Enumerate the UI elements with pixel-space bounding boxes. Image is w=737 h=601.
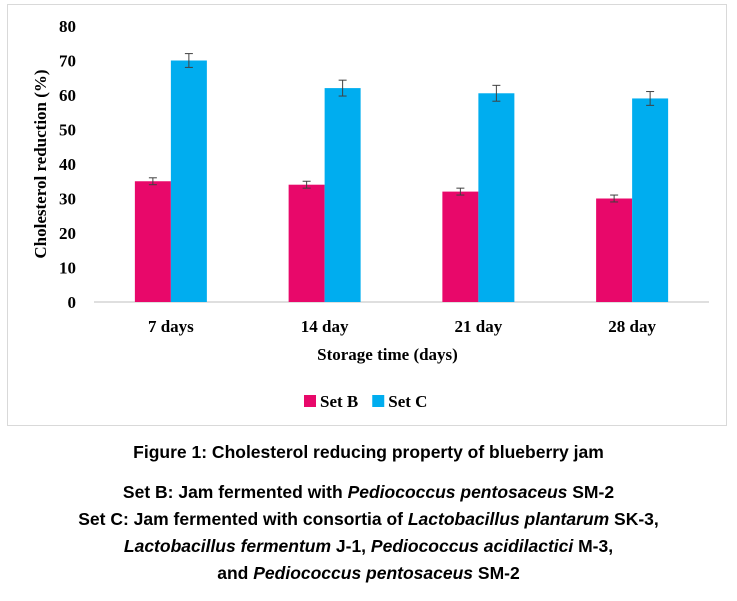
- bar: [596, 198, 633, 302]
- x-tick-label: 21 day: [455, 317, 503, 336]
- chart-area: 0 10 20 30 40 50 60 70 80 7 days 14 day 21 day 28 da…: [7, 4, 727, 426]
- legend-swatch: [304, 395, 316, 407]
- species-name: Pediococcus pentosaceus: [347, 482, 568, 502]
- bar: [288, 184, 325, 302]
- species-name: Pediococcus pentosaceus: [253, 563, 474, 583]
- y-tick-label: 80: [59, 17, 76, 36]
- legend-label: Set B: [320, 392, 358, 411]
- legend-swatch: [372, 395, 385, 407]
- legend: Set B Set C: [304, 392, 427, 411]
- bars: [134, 60, 669, 303]
- y-tick-label: 40: [59, 155, 76, 174]
- bar: [632, 98, 669, 302]
- caption-text: Set B: Jam fermented with: [122, 482, 348, 502]
- figure-caption: Figure 1: Cholesterol reducing property …: [0, 442, 737, 587]
- caption-text: SM-2: [473, 563, 520, 583]
- x-axis-title: Storage time (days): [317, 345, 458, 364]
- caption-set-b: Set B: Jam fermented with Pediococcus pe…: [0, 479, 737, 506]
- y-tick-label: 10: [59, 259, 76, 278]
- y-tick-label: 30: [59, 190, 76, 209]
- caption-text: SK-3,: [609, 509, 659, 529]
- y-tick-label: 60: [59, 86, 76, 105]
- bar: [442, 191, 479, 302]
- x-tick-label: 7 days: [148, 317, 194, 336]
- bar-chart: 0 10 20 30 40 50 60 70 80 7 days 14 day 21 day 28 da…: [31, 17, 709, 411]
- x-tick-label: 28 day: [608, 317, 656, 336]
- figure-title: Figure 1: Cholesterol reducing property …: [133, 442, 604, 462]
- bar: [478, 93, 515, 303]
- bar: [134, 181, 171, 302]
- species-name: Pediococcus acidilactici: [370, 536, 574, 556]
- legend-label: Set C: [388, 392, 427, 411]
- caption-text: J-1,: [331, 536, 371, 556]
- caption-text: SM-2: [567, 482, 615, 502]
- y-tick-label: 0: [68, 293, 77, 312]
- y-axis-title: Cholesterol reduction (%): [31, 69, 50, 258]
- caption-set-c-line-3: and Pediococcus pentosaceus SM-2: [0, 560, 737, 587]
- caption-text: M-3,: [573, 536, 614, 556]
- y-tick-label: 20: [59, 224, 76, 243]
- caption-text: and: [217, 563, 254, 583]
- axis-labels: 0 10 20 30 40 50 60 70 80 7 days 14 day 21 day 28 da…: [31, 17, 656, 364]
- bar: [324, 88, 361, 302]
- y-tick-label: 50: [59, 121, 76, 140]
- error-bars: [148, 53, 655, 203]
- bar: [170, 60, 207, 302]
- x-tick-label: 14 day: [301, 317, 349, 336]
- y-tick-label: 70: [59, 52, 76, 71]
- caption-set-c-line-1: Set C: Jam fermented with consortia of L…: [0, 506, 737, 533]
- caption-set-c-line-2: Lactobacillus fermentum J-1, Pediococcus…: [0, 533, 737, 560]
- species-name: Lactobacillus fermentum: [123, 536, 332, 556]
- species-name: Lactobacillus plantarum: [407, 509, 610, 529]
- caption-text: Set C: Jam fermented with consortia of: [78, 509, 408, 529]
